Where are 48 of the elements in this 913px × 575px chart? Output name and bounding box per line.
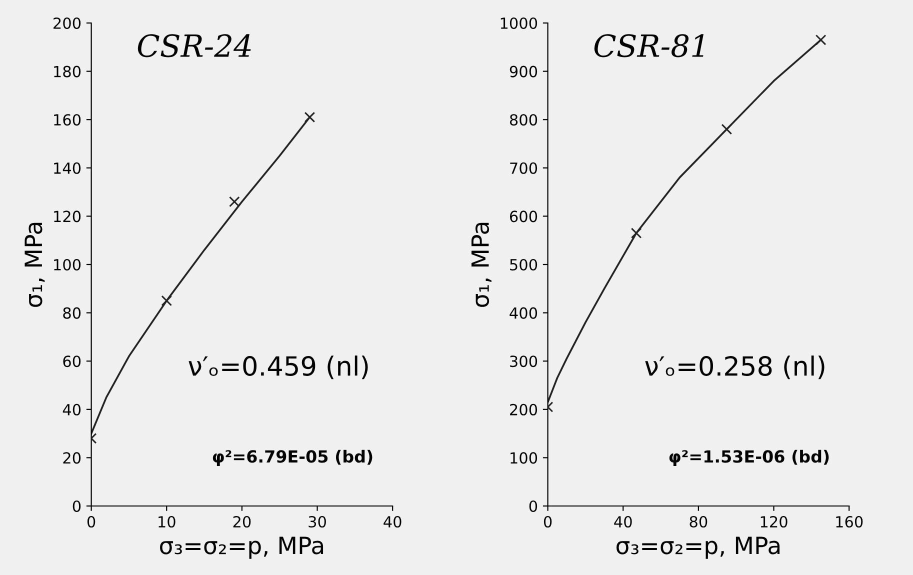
y-axis-title: σ₁, MPa — [24, 222, 45, 307]
point — [630, 228, 642, 239]
y-tick-label: 0 — [72, 500, 81, 512]
x-tick-label: 0 — [544, 516, 552, 528]
y-tick-label: 900 — [510, 66, 538, 78]
point — [161, 295, 172, 306]
x-tick-label: 160 — [836, 516, 863, 528]
point — [721, 124, 732, 135]
y-tick-label: 120 — [54, 210, 81, 222]
annotation: φ²=6.79E-05 (bd) — [212, 450, 372, 466]
x-tick-label: 0 — [87, 516, 96, 528]
annotation: ν′ₒ=0.459 (nl) — [188, 356, 368, 380]
x-axis-title: σ₃=σ₂=p, MPa — [160, 536, 324, 559]
x-axis-title: σ₃=σ₂=p, MPa — [616, 536, 780, 559]
y-tick-label: 140 — [54, 162, 81, 174]
x-tick-label: 10 — [158, 516, 176, 528]
y-tick-label: 40 — [62, 404, 81, 416]
y-tick-label: 0 — [529, 500, 538, 512]
y-tick-label: 700 — [510, 162, 538, 174]
point — [228, 196, 240, 208]
x-tick-label: 40 — [614, 516, 632, 528]
y-tick-label: 200 — [510, 404, 538, 416]
chart-title: CSR-24 — [138, 34, 251, 58]
y-tick-label: 1000 — [500, 17, 538, 30]
y-tick-label: 80 — [63, 307, 81, 319]
y-tick-label: 100 — [54, 258, 81, 271]
y-tick-label: 400 — [510, 307, 538, 319]
y-tick-label: 600 — [510, 210, 538, 222]
point — [815, 34, 826, 46]
y-tick-label: 160 — [54, 114, 81, 126]
point — [304, 112, 316, 123]
y-tick-label: 60 — [63, 356, 81, 368]
chart-title: CSR-81 — [594, 34, 704, 58]
annotation: φ²=1.53E-06 (bd) — [669, 450, 829, 466]
x-tick-label: 120 — [760, 516, 788, 528]
x-tick-label: 80 — [690, 516, 708, 528]
x-tick-label: 20 — [233, 516, 251, 528]
x-tick-label: 40 — [384, 516, 402, 528]
y-tick-label: 800 — [510, 114, 538, 126]
annotation: ν′ₒ=0.258 (nl) — [645, 356, 824, 380]
y-tick-label: 300 — [510, 356, 538, 368]
y-axis-title: σ₁, MPa — [472, 222, 492, 307]
y-tick-label: 500 — [510, 258, 538, 271]
y-tick-label: 100 — [510, 452, 538, 464]
x-tick-label: 30 — [308, 516, 326, 528]
y-tick-label: 180 — [54, 66, 81, 78]
y-tick-label: 200 — [54, 17, 81, 30]
y-tick-label: 20 — [63, 452, 81, 464]
